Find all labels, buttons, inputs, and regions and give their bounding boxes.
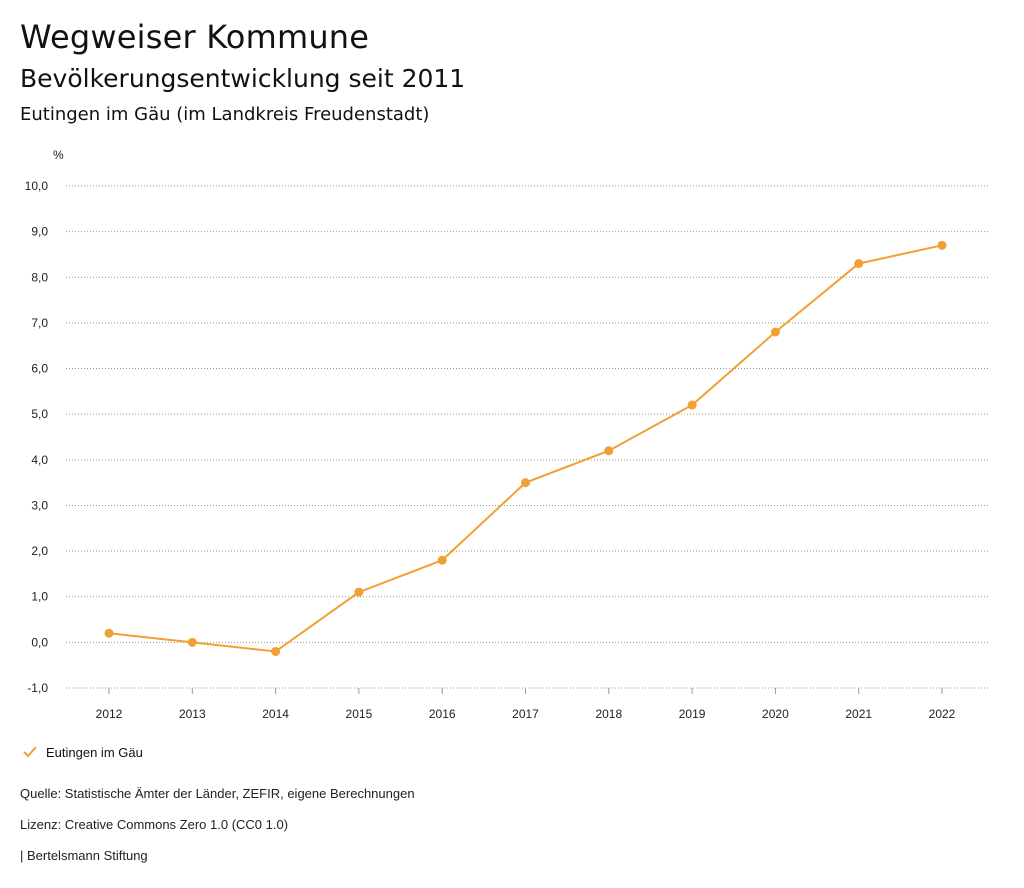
series-line (108, 244, 943, 653)
x-tick-label: 2017 (512, 707, 539, 721)
y-tick-label: 4,0 (31, 453, 48, 467)
y-tick-label: 3,0 (31, 498, 48, 512)
x-tick-label: 2013 (179, 707, 206, 721)
y-tick-label: 1,0 (31, 590, 48, 604)
data-point[interactable] (687, 400, 697, 410)
x-axis-ticks: 2012 2013 2014 2015 2016 2017 2018 2019 2020 2021… (96, 688, 956, 721)
y-tick-label: -1,0 (27, 681, 48, 695)
data-point[interactable] (521, 478, 530, 488)
region-title: Eutingen im Gäu (im Landkreis Freudensta… (20, 104, 430, 125)
page-title: Wegweiser Kommune (20, 18, 370, 56)
y-tick-label: 2,0 (31, 544, 48, 558)
source-note: Quelle: Statistische Ämter der Länder, Z… (20, 786, 415, 801)
data-point[interactable] (604, 446, 614, 456)
x-tick-label: 2018 (595, 707, 622, 721)
y-axis-ticks: 10,0 9,0 8,0 7,0 6,0 5,0 4,0 3,0 2,0 1,0 0,0 -1,0 (25, 179, 49, 695)
legend-item-eutingen[interactable]: Eutingen im Gäu (22, 744, 143, 760)
chart-subtitle: Bevölkerungsentwicklung seit 2011 (20, 64, 466, 93)
data-point[interactable] (104, 628, 114, 638)
x-tick-label: 2019 (679, 707, 706, 721)
y-tick-label: 8,0 (31, 270, 48, 284)
y-tick-label: 6,0 (31, 362, 48, 376)
y-axis-unit: % (53, 148, 64, 162)
y-tick-label: 5,0 (31, 407, 48, 421)
y-tick-label: 10,0 (25, 179, 49, 193)
x-tick-label: 2021 (845, 707, 872, 721)
y-tick-label: 0,0 (31, 635, 48, 649)
data-point[interactable] (770, 327, 780, 337)
legend-label: Eutingen im Gäu (46, 744, 143, 760)
x-tick-label: 2020 (762, 707, 789, 721)
line-chart: % 10,0 9,0 8,0 7,0 6,0 5,0 4,0 3,0 2,0 1,0 0,0 -1,0… (25, 148, 990, 721)
license-note: Lizenz: Creative Commons Zero 1.0 (CC0 1… (20, 817, 289, 832)
y-tick-label: 7,0 (31, 316, 48, 330)
series-layer (104, 240, 947, 656)
x-tick-label: 2015 (346, 707, 373, 721)
gridlines (66, 185, 990, 689)
data-point[interactable] (937, 240, 947, 250)
data-point[interactable] (437, 555, 447, 565)
x-tick-label: 2022 (929, 707, 956, 721)
y-tick-label: 9,0 (31, 225, 48, 239)
publisher-note: | Bertelsmann Stiftung (20, 848, 148, 863)
x-tick-label: 2012 (96, 707, 123, 721)
data-point[interactable] (187, 637, 197, 647)
check-icon (23, 746, 37, 758)
data-point[interactable] (854, 259, 864, 269)
data-point[interactable] (271, 646, 281, 656)
data-point[interactable] (354, 587, 364, 597)
x-tick-label: 2014 (262, 707, 289, 721)
x-tick-label: 2016 (429, 707, 456, 721)
